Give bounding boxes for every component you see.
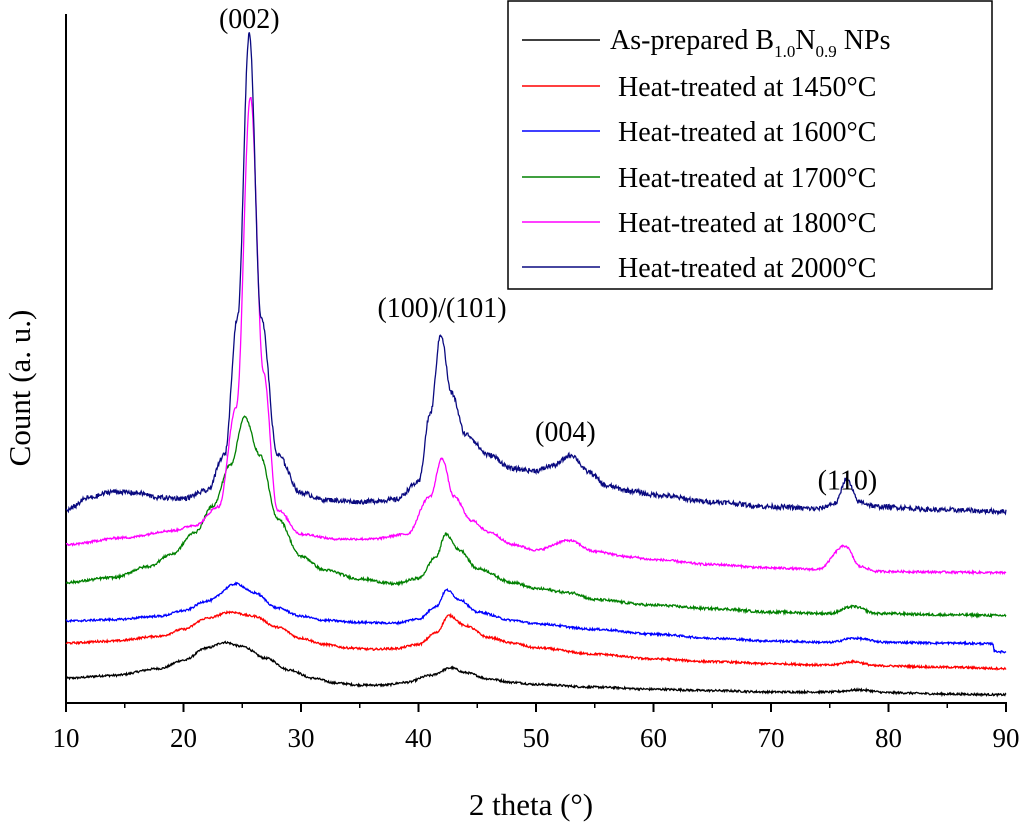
x-tick-label-20: 20 bbox=[170, 723, 197, 753]
legend-label-1450c: Heat-treated at 1450°C bbox=[618, 72, 876, 103]
x-tick-label-50: 50 bbox=[523, 723, 550, 753]
x-tick-label-30: 30 bbox=[288, 723, 315, 753]
x-tick-label-60: 60 bbox=[640, 723, 667, 753]
legend-box bbox=[507, 0, 993, 290]
x-tick-label-70: 70 bbox=[758, 723, 785, 753]
series-layer bbox=[65, 32, 1007, 698]
peak-annotations: (002) (100)/(101) (004) (110) bbox=[219, 4, 877, 497]
series-line-1700c bbox=[65, 415, 1007, 619]
x-tick-label-10: 10 bbox=[53, 723, 80, 753]
series-line-1800c bbox=[65, 96, 1007, 576]
x-ticks: 10 20 30 40 50 60 70 80 90 bbox=[53, 703, 1020, 753]
legend-label-1600c: Heat-treated at 1600°C bbox=[618, 117, 876, 148]
peak-label-002: (002) bbox=[219, 4, 280, 35]
legend-label-2000c: Heat-treated at 2000°C bbox=[618, 253, 876, 284]
legend-label-1700c: Heat-treated at 1700°C bbox=[618, 163, 876, 194]
legend: As-prepared B1.0N0.9 NPs Heat-treated at… bbox=[507, 0, 993, 290]
peak-label-100-101: (100)/(101) bbox=[377, 293, 506, 324]
y-axis-title: Count (a. u.) bbox=[2, 310, 37, 467]
x-tick-label-90: 90 bbox=[993, 723, 1020, 753]
x-tick-label-80: 80 bbox=[875, 723, 902, 753]
series-line-as-prepared bbox=[65, 640, 1007, 698]
x-tick-label-40: 40 bbox=[405, 723, 432, 753]
peak-label-110: (110) bbox=[818, 465, 878, 496]
peak-label-004: (004) bbox=[535, 417, 596, 448]
series-line-1450c bbox=[65, 609, 1007, 671]
legend-label-as-prepared: As-prepared B1.0N0.9 NPs bbox=[610, 25, 891, 61]
x-axis-title: 2 theta (°) bbox=[469, 787, 593, 822]
series-line-2000c bbox=[65, 32, 1007, 516]
legend-label-1800c: Heat-treated at 1800°C bbox=[618, 208, 876, 239]
series-line-1600c bbox=[65, 581, 1007, 655]
